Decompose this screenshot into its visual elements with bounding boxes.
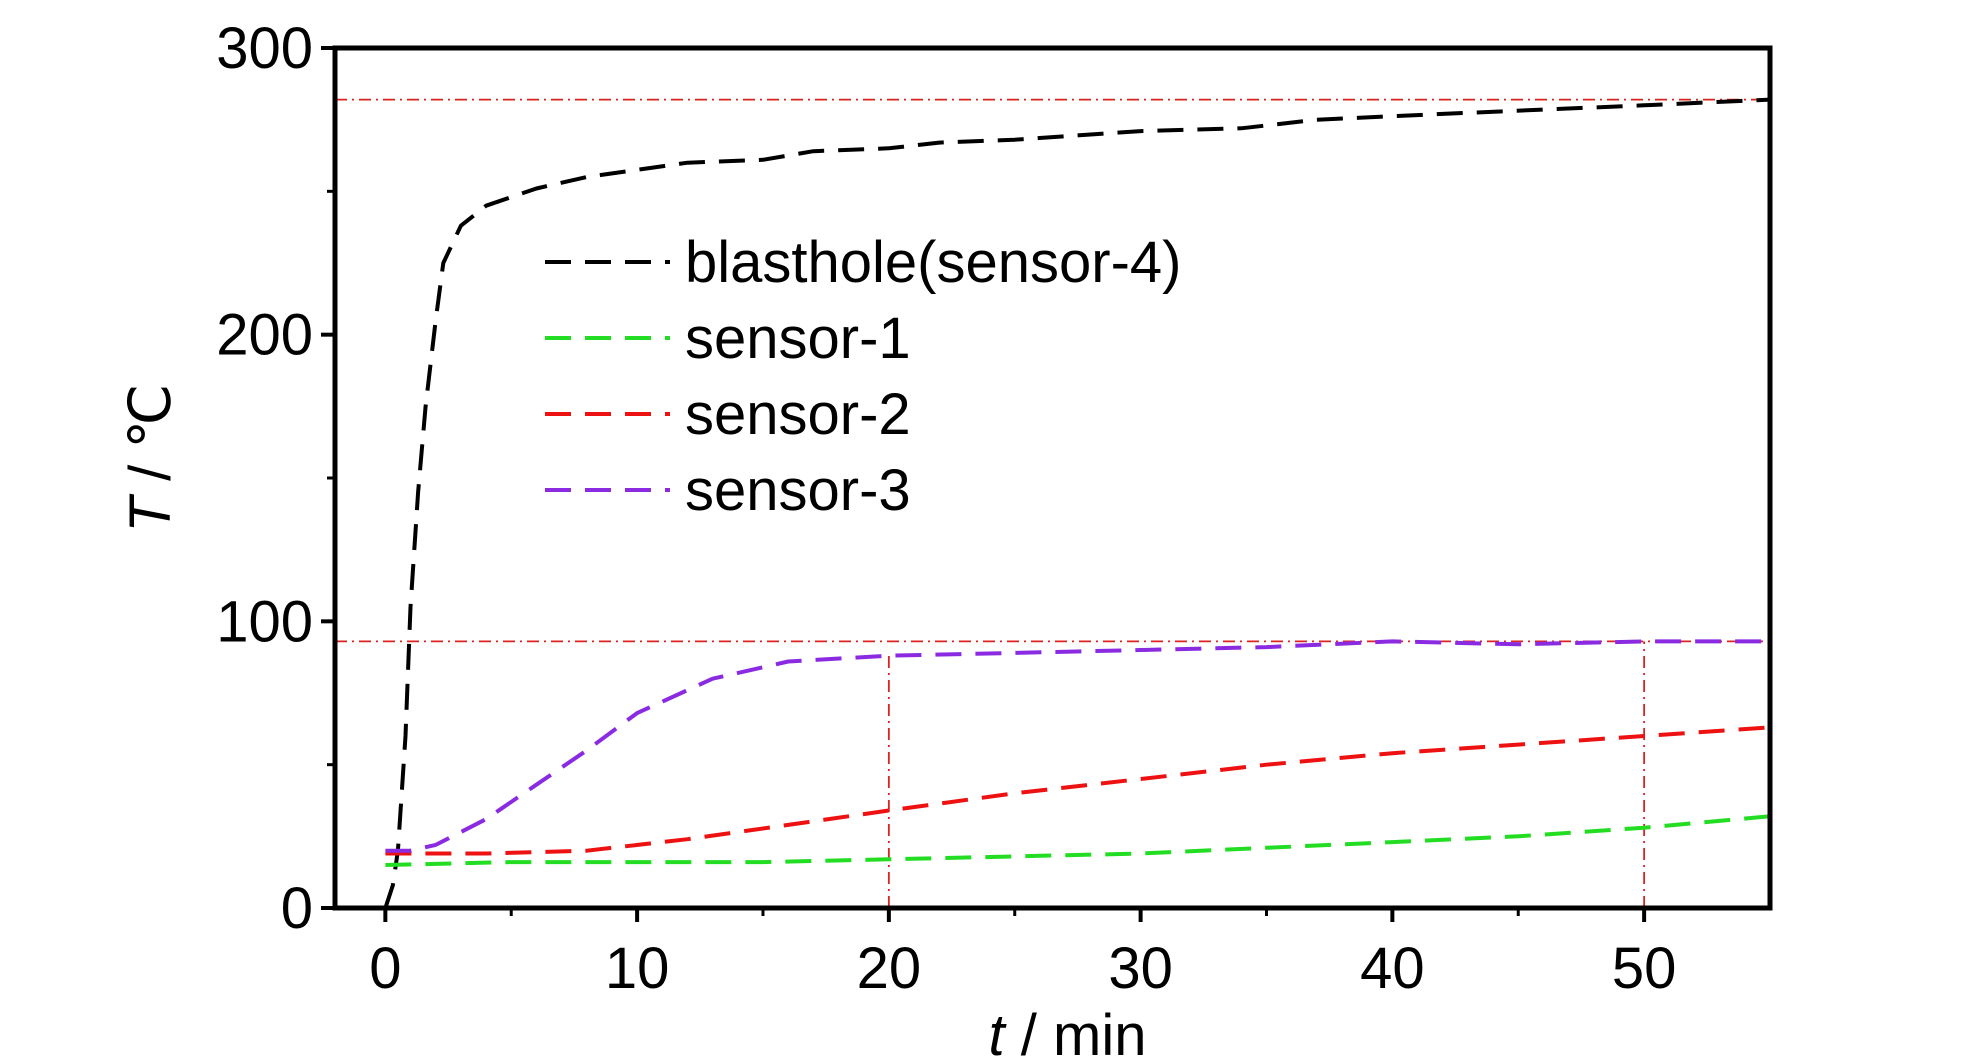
legend: blasthole(sensor-4) sensor-1 sensor-2 senso…	[545, 230, 1181, 523]
legend-label: blasthole(sensor-4)	[685, 230, 1181, 295]
y-tick-label: 300	[216, 16, 313, 81]
series-line-4	[385, 639, 1770, 853]
y-axis-ticks: 0 100 200 300	[216, 16, 335, 941]
series-line-2	[385, 814, 1771, 867]
x-tick-label: 40	[1360, 936, 1425, 1001]
x-axis-unit: / min	[1005, 1003, 1147, 1063]
y-axis-title: T / ℃	[118, 384, 183, 533]
x-axis-ticks: 0 10 20 30 40 50	[369, 908, 1676, 1001]
series-layer	[383, 97, 1771, 909]
y-tick-label: 100	[216, 589, 313, 654]
series-line-1	[383, 97, 1771, 909]
series-line-3	[385, 725, 1771, 856]
legend-label: sensor-3	[685, 458, 911, 523]
y-tick-label: 0	[281, 876, 313, 941]
x-axis-variable: t	[989, 1003, 1008, 1063]
legend-label: sensor-1	[685, 306, 911, 371]
legend-label: sensor-2	[685, 382, 911, 447]
reference-lines	[335, 98, 1770, 908]
x-axis-title: t / min	[989, 1003, 1147, 1063]
x-tick-label: 10	[605, 936, 670, 1001]
y-axis-variable: T	[118, 493, 183, 532]
x-tick-label: 20	[857, 936, 922, 1001]
x-tick-label: 30	[1108, 936, 1173, 1001]
y-tick-label: 200	[216, 303, 313, 368]
x-tick-label: 0	[369, 936, 401, 1001]
x-tick-label: 50	[1612, 936, 1677, 1001]
y-axis-unit: / ℃	[118, 384, 183, 497]
